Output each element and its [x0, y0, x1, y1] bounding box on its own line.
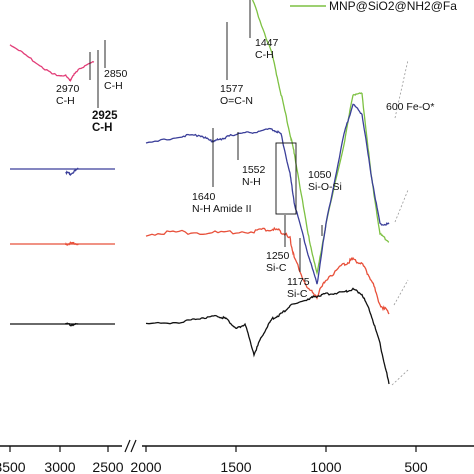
series-line-series-black: [145, 287, 390, 385]
annotation-label-7: Si-C: [266, 262, 287, 274]
annotation-label-4: O=C-N: [220, 95, 253, 107]
dashed-guide-2: [393, 279, 409, 306]
annotation-value-10: 600 Fe-O*: [386, 101, 434, 113]
annotation-label-3: C-H: [92, 122, 112, 134]
annotation-label-6: N-H Amide II: [192, 203, 252, 215]
dashed-guide-0: [394, 59, 409, 119]
series-left-line-series-blue: [65, 167, 79, 177]
annotation-value-2: 2850: [104, 68, 128, 80]
x-axis: 3500 3000 2500 2000 1500 1000 500: [0, 439, 474, 474]
annotation-label-8: Si-C: [287, 288, 308, 300]
annotation-label-2: C-H: [104, 80, 123, 92]
dashed-guide-layer: [391, 59, 409, 386]
axis-break-mark: [124, 439, 137, 453]
x-tick-label-left-2: 2500: [92, 459, 123, 474]
x-tick-label-right-3: 500: [404, 459, 428, 474]
series-left-line-series-pink: [9, 44, 95, 82]
annotation-value-3: 2925: [92, 110, 118, 122]
dashed-guide-1: [394, 189, 409, 223]
annotation-value-9: 1050: [308, 169, 332, 181]
annotation-value-6: 1640: [192, 191, 216, 203]
x-tick-label-left-0: 3500: [0, 459, 26, 474]
annotation-value-8: 1175: [287, 276, 310, 288]
legend-label-mnp-sio2-nh2-fa: MNP@SiO2@NH2@Fa: [329, 0, 457, 13]
annotation-value-0: 1447: [255, 37, 279, 49]
legend: MNP@SiO2@NH2@Fa: [290, 0, 457, 13]
dashed-guide-3: [391, 369, 409, 386]
annotation-value-5: 1552: [242, 164, 266, 176]
annotation-label-0: C-H: [255, 49, 274, 61]
annotation-value-4: 1577: [220, 83, 244, 95]
annotation-label-5: N-H: [242, 176, 261, 188]
highlight-box-1250: [275, 142, 297, 215]
annotation-value-1: 2970: [56, 83, 80, 95]
x-tick-label-right-2: 1000: [310, 459, 341, 474]
annotation-label-9: Si-O-Si: [308, 181, 342, 193]
annotation-layer: 1447C-H2970C-H2850C-H2925C-H1577O=C-N155…: [56, 0, 434, 300]
annotation-value-7: 1250: [266, 250, 290, 262]
annotation-label-1: C-H: [56, 95, 75, 107]
x-tick-label-left-1: 3000: [44, 459, 75, 474]
series-line-series-red: [145, 226, 390, 315]
x-tick-label-right-1: 1500: [220, 459, 251, 474]
x-tick-label-right-0: 2000: [130, 459, 161, 474]
